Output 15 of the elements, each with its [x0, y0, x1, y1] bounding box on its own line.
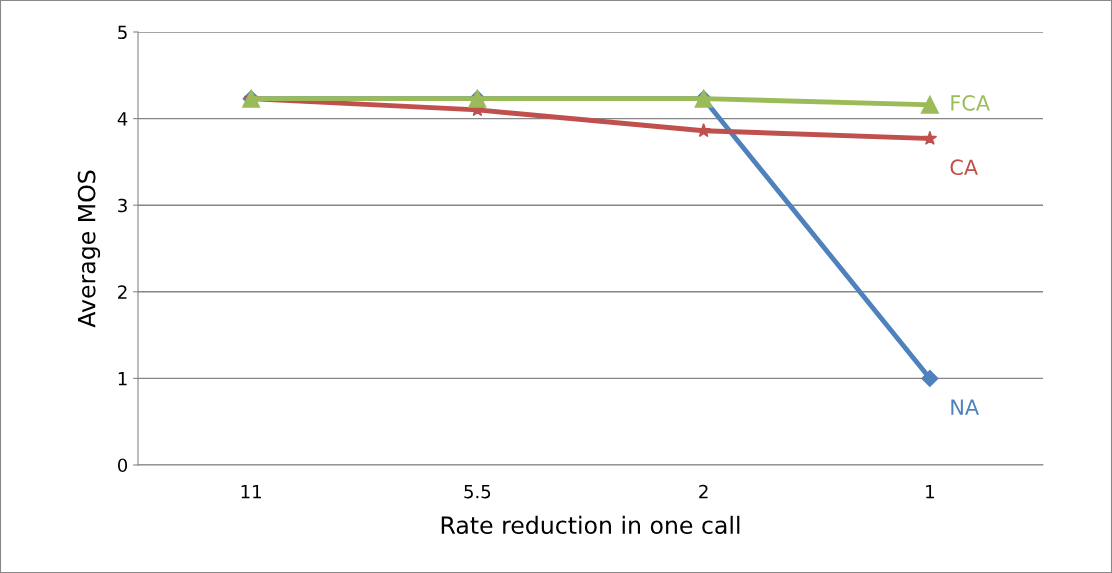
x-tick-label: 1 [926, 485, 934, 499]
series-label: NA [951, 399, 979, 415]
y-tick-label: 5 [118, 25, 127, 40]
y-tick-label: 0 [117, 458, 128, 473]
y-tick-label: 3 [118, 198, 127, 213]
y-tick-label: 2 [118, 285, 127, 299]
series-label: FCA [951, 95, 990, 111]
x-tick-label: 5.5 [464, 485, 491, 499]
y-tick-label: 1 [118, 372, 127, 386]
x-tick-label: 11 [241, 485, 261, 499]
series-label: CA [950, 159, 978, 176]
y-axis-title: Average MOS [77, 170, 101, 328]
y-tick-label: 4 [117, 112, 128, 126]
x-axis-title: Rate reduction in one call [441, 515, 740, 535]
x-tick-label: 2 [699, 484, 708, 499]
